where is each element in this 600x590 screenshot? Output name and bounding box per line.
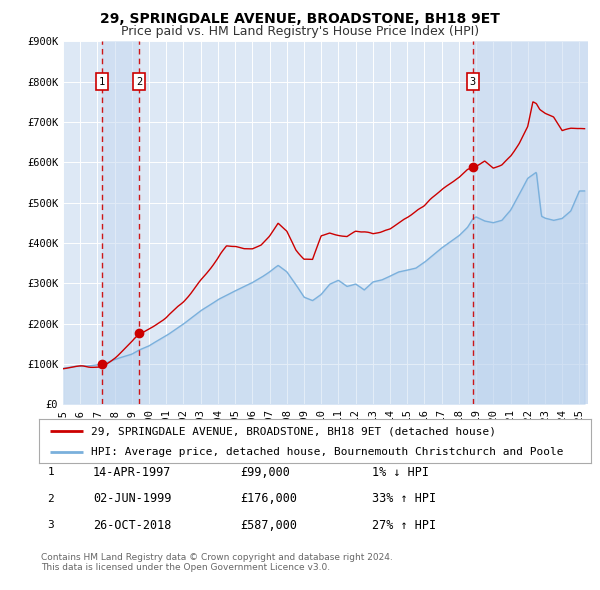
Text: £176,000: £176,000 [240, 492, 297, 505]
Text: £587,000: £587,000 [240, 519, 297, 532]
Text: 3: 3 [470, 77, 476, 87]
Text: 29, SPRINGDALE AVENUE, BROADSTONE, BH18 9ET: 29, SPRINGDALE AVENUE, BROADSTONE, BH18 … [100, 12, 500, 26]
Text: 14-APR-1997: 14-APR-1997 [93, 466, 172, 478]
Bar [102, 41, 139, 404]
Text: £99,000: £99,000 [240, 466, 290, 478]
Text: 3: 3 [47, 520, 55, 530]
Text: Contains HM Land Registry data © Crown copyright and database right 2024.: Contains HM Land Registry data © Crown c… [41, 553, 392, 562]
Text: 1: 1 [47, 467, 55, 477]
Text: 2: 2 [136, 77, 142, 87]
Text: 27% ↑ HPI: 27% ↑ HPI [372, 519, 436, 532]
Text: 29, SPRINGDALE AVENUE, BROADSTONE, BH18 9ET (detached house): 29, SPRINGDALE AVENUE, BROADSTONE, BH18 … [91, 427, 496, 436]
Text: 1% ↓ HPI: 1% ↓ HPI [372, 466, 429, 478]
Text: HPI: Average price, detached house, Bournemouth Christchurch and Poole: HPI: Average price, detached house, Bour… [91, 447, 564, 457]
Text: This data is licensed under the Open Government Licence v3.0.: This data is licensed under the Open Gov… [41, 563, 330, 572]
Text: Price paid vs. HM Land Registry's House Price Index (HPI): Price paid vs. HM Land Registry's House … [121, 25, 479, 38]
Bar [473, 41, 588, 404]
Text: 02-JUN-1999: 02-JUN-1999 [93, 492, 172, 505]
Text: 26-OCT-2018: 26-OCT-2018 [93, 519, 172, 532]
Text: 33% ↑ HPI: 33% ↑ HPI [372, 492, 436, 505]
Text: 2: 2 [47, 494, 55, 503]
Text: 1: 1 [99, 77, 106, 87]
